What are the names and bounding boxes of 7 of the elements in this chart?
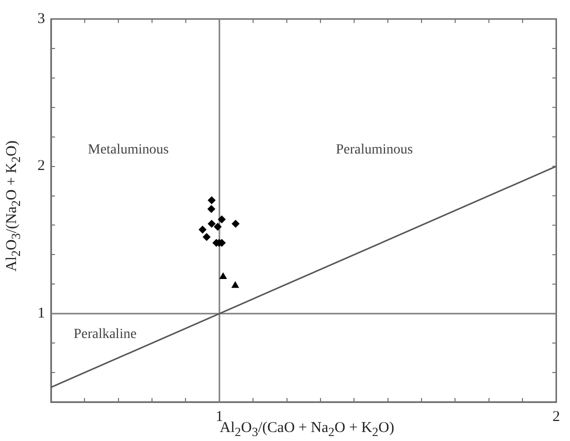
annotation: Metaluminous <box>88 142 169 158</box>
y-tick-label: 2 <box>38 158 45 174</box>
annotation: Peralkaline <box>74 326 137 342</box>
y-tick-label: 3 <box>38 10 45 27</box>
text: Al$_{2}$O$_{3}$/(CaO + Na$_{2}$O + K$_{2}$O) <box>220 420 394 439</box>
annotation: Peraluminous <box>336 142 413 158</box>
y-tick-label: 1 <box>38 306 45 322</box>
